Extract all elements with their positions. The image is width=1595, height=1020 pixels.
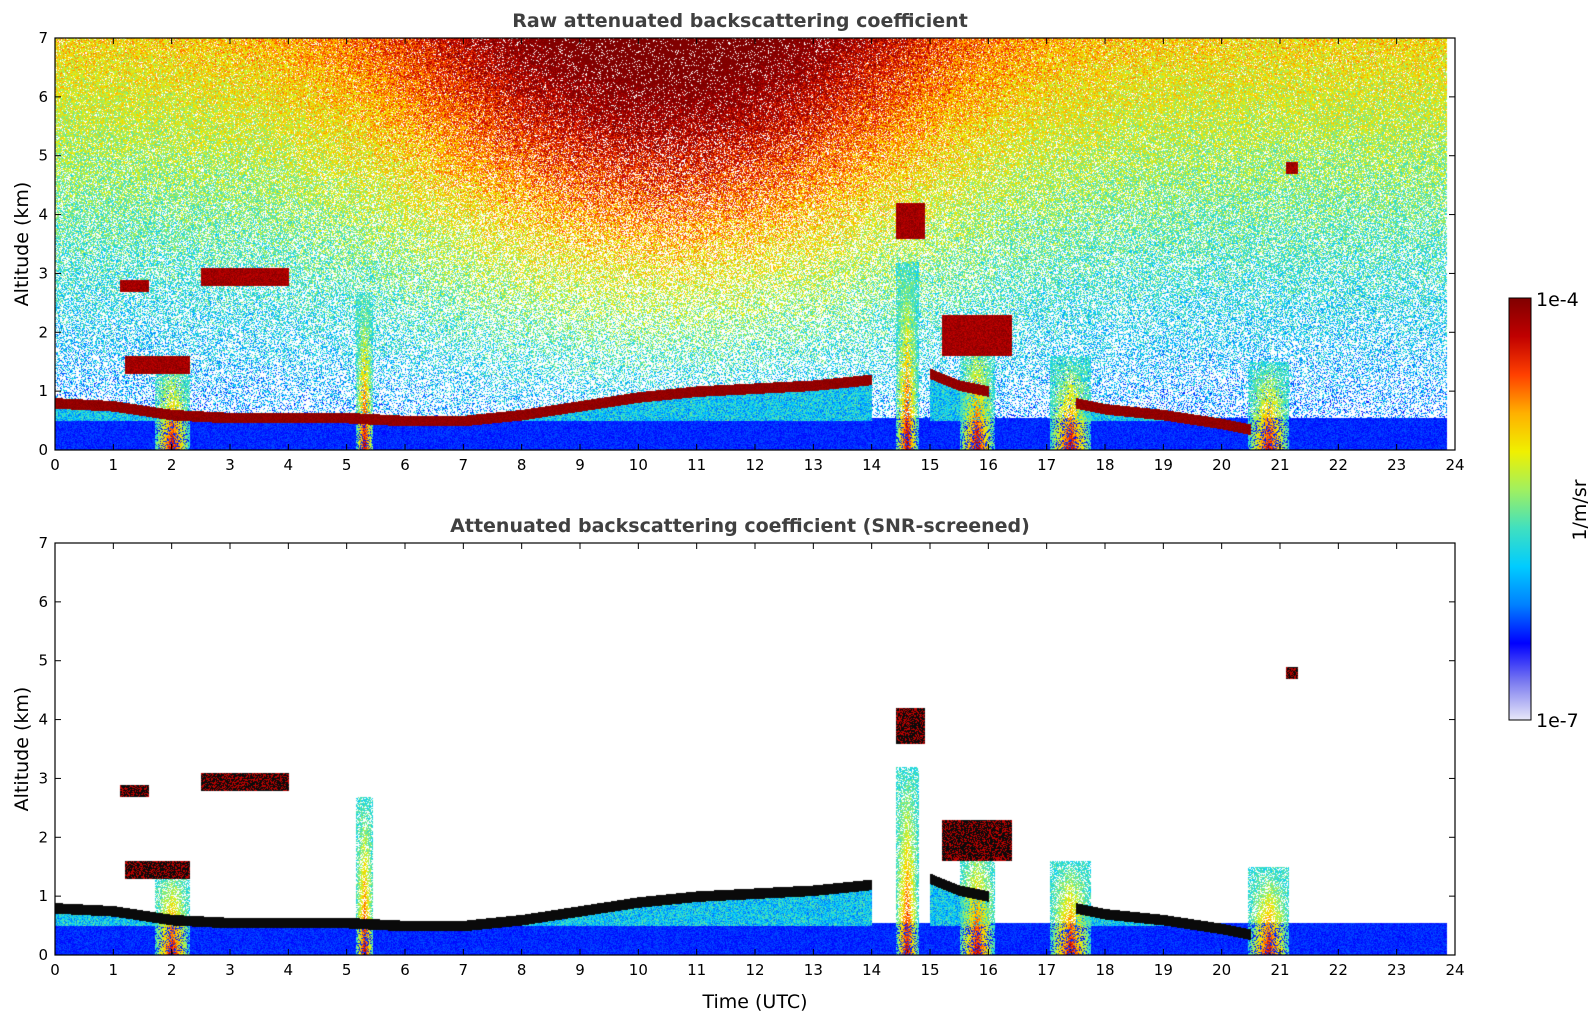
x-tick-label: 16 bbox=[979, 456, 998, 474]
y-tick-label: 1 bbox=[38, 382, 48, 400]
y-tick-label: 4 bbox=[38, 711, 48, 729]
x-tick-label: 24 bbox=[1445, 456, 1464, 474]
x-tick-label: 1 bbox=[109, 456, 119, 474]
x-tick-label: 7 bbox=[459, 961, 469, 979]
x-tick-label: 8 bbox=[517, 456, 527, 474]
y-tick-label: 2 bbox=[38, 323, 48, 341]
x-tick-label: 5 bbox=[342, 961, 352, 979]
x-tick-label: 11 bbox=[687, 456, 706, 474]
colorbar: 1e-4 1e-7 1/m/sr bbox=[1508, 289, 1591, 732]
x-tick-label: 19 bbox=[1154, 456, 1173, 474]
x-tick-label: 13 bbox=[804, 961, 823, 979]
y-tick-label: 0 bbox=[38, 946, 48, 964]
x-tick-label: 4 bbox=[284, 456, 294, 474]
x-tick-label: 10 bbox=[629, 961, 648, 979]
x-tick-label: 0 bbox=[50, 961, 60, 979]
x-tick-label: 9 bbox=[575, 961, 585, 979]
panel-screened-heatmap bbox=[55, 543, 1455, 955]
panel-raw-title: Raw attenuated backscattering coefficien… bbox=[512, 10, 968, 32]
y-tick-label: 5 bbox=[38, 652, 48, 670]
y-tick-label: 2 bbox=[38, 828, 48, 846]
x-tick-label: 15 bbox=[920, 456, 939, 474]
x-tick-label: 3 bbox=[225, 961, 235, 979]
x-tick-label: 6 bbox=[400, 961, 410, 979]
x-tick-label: 10 bbox=[629, 456, 648, 474]
x-tick-label: 14 bbox=[862, 456, 881, 474]
x-tick-label: 23 bbox=[1387, 456, 1406, 474]
colorbar-unit-label: 1/m/sr bbox=[1569, 479, 1591, 540]
x-tick-label: 2 bbox=[167, 961, 177, 979]
x-tick-label: 14 bbox=[862, 961, 881, 979]
colorbar-min-label: 1e-7 bbox=[1536, 710, 1579, 732]
x-tick-label: 20 bbox=[1212, 456, 1231, 474]
x-tick-label: 5 bbox=[342, 456, 352, 474]
x-tick-label: 4 bbox=[284, 961, 294, 979]
x-tick-label: 15 bbox=[920, 961, 939, 979]
x-tick-label: 12 bbox=[745, 961, 764, 979]
x-tick-label: 18 bbox=[1095, 961, 1114, 979]
x-tick-label: 21 bbox=[1270, 456, 1289, 474]
x-tick-label: 6 bbox=[400, 456, 410, 474]
x-tick-label: 22 bbox=[1329, 961, 1348, 979]
panel-screened-y-ticks: 0 1 2 3 4 5 6 7 bbox=[38, 534, 1455, 964]
y-tick-label: 4 bbox=[38, 206, 48, 224]
y-tick-label: 6 bbox=[38, 88, 48, 106]
x-tick-label: 2 bbox=[167, 456, 177, 474]
y-tick-label: 7 bbox=[38, 534, 48, 552]
x-tick-label: 22 bbox=[1329, 456, 1348, 474]
y-tick-label: 3 bbox=[38, 769, 48, 787]
x-tick-label: 17 bbox=[1037, 456, 1056, 474]
x-tick-label: 17 bbox=[1037, 961, 1056, 979]
x-tick-label: 7 bbox=[459, 456, 469, 474]
x-tick-label: 20 bbox=[1212, 961, 1231, 979]
x-tick-label: 13 bbox=[804, 456, 823, 474]
y-tick-label: 0 bbox=[38, 441, 48, 459]
y-tick-label: 1 bbox=[38, 887, 48, 905]
x-tick-label: 8 bbox=[517, 961, 527, 979]
colorbar-max-label: 1e-4 bbox=[1536, 289, 1579, 311]
x-tick-label: 1 bbox=[109, 961, 119, 979]
x-tick-label: 0 bbox=[50, 456, 60, 474]
y-tick-label: 7 bbox=[38, 29, 48, 47]
panel-screened-title: Attenuated backscattering coefficient (S… bbox=[450, 515, 1030, 537]
x-axis-label: Time (UTC) bbox=[701, 991, 807, 1013]
y-tick-label: 3 bbox=[38, 264, 48, 282]
x-tick-label: 18 bbox=[1095, 456, 1114, 474]
x-tick-label: 21 bbox=[1270, 961, 1289, 979]
panel-screened: Attenuated backscattering coefficient (S… bbox=[11, 515, 1465, 1013]
panel-raw-x-ticks: 0 1 2 3 4 5 6 7 8 9 10 11 12 13 14 15 16 17 18 19 20 21 22 23 24 bbox=[50, 38, 1465, 474]
panel-screened-x-ticks: 0 1 2 3 4 5 6 7 8 9 10 11 12 13 14 15 16 17 18 19 20 21 22 23 24 bbox=[50, 543, 1465, 979]
x-tick-label: 24 bbox=[1445, 961, 1464, 979]
y-tick-label: 6 bbox=[38, 593, 48, 611]
colorbar-scale bbox=[1508, 297, 1532, 721]
x-tick-label: 3 bbox=[225, 456, 235, 474]
x-tick-label: 11 bbox=[687, 961, 706, 979]
x-tick-label: 9 bbox=[575, 456, 585, 474]
panel-screened-y-label: Altitude (km) bbox=[11, 687, 33, 812]
y-tick-label: 5 bbox=[38, 147, 48, 165]
panel-raw-heatmap bbox=[55, 38, 1455, 450]
panel-raw: Raw attenuated backscattering coefficien… bbox=[11, 10, 1465, 474]
x-tick-label: 12 bbox=[745, 456, 764, 474]
panel-raw-y-ticks: 0 1 2 3 4 5 6 7 bbox=[38, 29, 1455, 459]
x-tick-label: 16 bbox=[979, 961, 998, 979]
x-tick-label: 19 bbox=[1154, 961, 1173, 979]
panel-raw-y-label: Altitude (km) bbox=[11, 182, 33, 307]
x-tick-label: 23 bbox=[1387, 961, 1406, 979]
